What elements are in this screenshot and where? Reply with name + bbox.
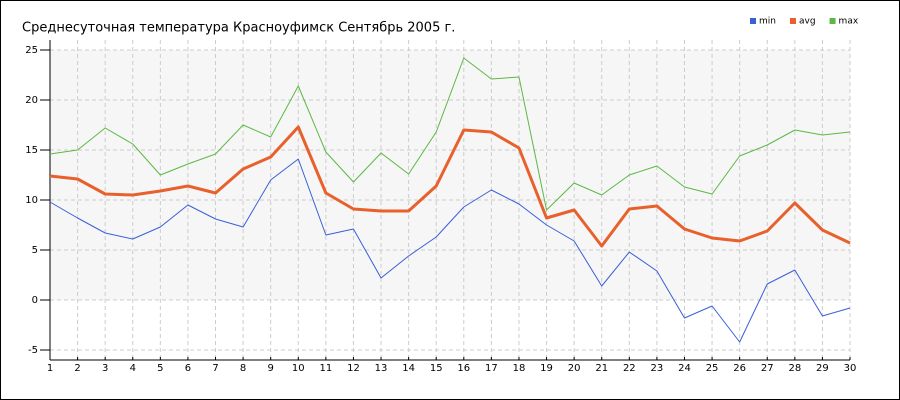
- x-tick-label: 23: [651, 363, 664, 374]
- chart-title: Среднесуточная температура Красноуфимск …: [22, 21, 455, 36]
- x-tick-label: 11: [319, 363, 332, 374]
- series-line: [49, 57, 851, 211]
- x-tick-label: 13: [375, 363, 388, 374]
- series-line: [49, 158, 851, 343]
- x-tick-label: 2: [74, 363, 80, 374]
- x-tick-label: 14: [402, 363, 415, 374]
- x-tick-label: 18: [513, 363, 526, 374]
- x-tick-label: 25: [706, 363, 719, 374]
- legend-swatch: [789, 18, 796, 24]
- shade-band: [50, 50, 850, 300]
- x-tick-label: 6: [185, 363, 191, 374]
- x-tick-label: 8: [240, 363, 246, 374]
- x-tick-label: 1: [47, 363, 53, 374]
- x-tick-label: 3: [102, 363, 108, 374]
- y-tick-label: 0: [32, 295, 38, 306]
- x-tick-label: 5: [157, 363, 163, 374]
- series-line: [49, 125, 851, 248]
- x-tick-label: 20: [568, 363, 581, 374]
- y-tick-label: 25: [25, 45, 38, 56]
- y-tick-label: 15: [25, 145, 38, 156]
- x-tick-label: 21: [595, 363, 608, 374]
- legend-swatch: [750, 18, 756, 24]
- x-tick-label: 27: [761, 363, 774, 374]
- x-tick-label: 30: [844, 363, 857, 374]
- y-tick-label: 20: [25, 95, 38, 106]
- x-tick-label: 15: [430, 363, 443, 374]
- x-tick-label: 24: [678, 363, 691, 374]
- x-tick-label: 12: [347, 363, 360, 374]
- x-tick-label: 4: [130, 363, 136, 374]
- legend-swatch: [829, 18, 836, 24]
- y-tick-label: 10: [25, 195, 38, 206]
- x-tick-label: 17: [485, 363, 498, 374]
- legend-label: max: [839, 17, 859, 27]
- x-tick-label: 26: [733, 363, 746, 374]
- x-tick-label: 9: [268, 363, 274, 374]
- x-tick-label: 19: [540, 363, 553, 374]
- legend-label: min: [759, 17, 776, 27]
- x-tick-label: 28: [788, 363, 801, 374]
- legend-label: avg: [799, 17, 816, 27]
- x-tick-label: 29: [816, 363, 829, 374]
- x-tick-label: 16: [457, 363, 470, 374]
- x-tick-label: 10: [292, 363, 305, 374]
- y-tick-label: 5: [32, 245, 38, 256]
- x-tick-label: 7: [212, 363, 218, 374]
- legend: min avg max: [750, 17, 859, 27]
- y-tick-label: -5: [28, 345, 38, 356]
- x-tick-label: 22: [623, 363, 636, 374]
